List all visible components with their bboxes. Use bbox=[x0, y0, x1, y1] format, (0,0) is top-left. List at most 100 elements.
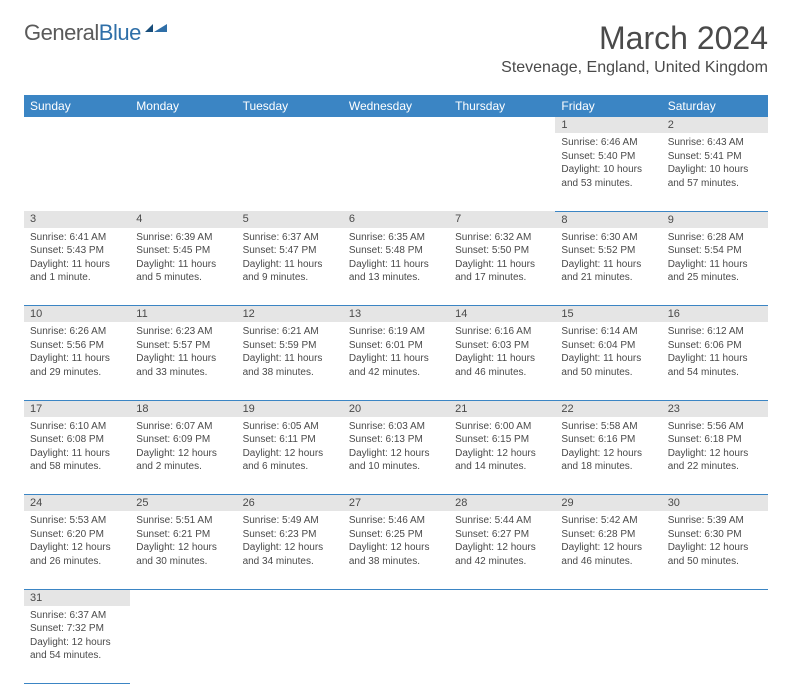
day-number-cell bbox=[237, 589, 343, 606]
day-data-cell: Sunrise: 6:37 AMSunset: 7:32 PMDaylight:… bbox=[24, 606, 130, 684]
day-number-cell: 27 bbox=[343, 495, 449, 512]
day-data: Sunrise: 6:03 AMSunset: 6:13 PMDaylight:… bbox=[343, 417, 449, 478]
day-number-cell bbox=[343, 117, 449, 133]
day-data-cell: Sunrise: 6:07 AMSunset: 6:09 PMDaylight:… bbox=[130, 417, 236, 495]
day-data: Sunrise: 6:07 AMSunset: 6:09 PMDaylight:… bbox=[130, 417, 236, 478]
day-data-cell bbox=[449, 606, 555, 684]
day-number-cell: 14 bbox=[449, 306, 555, 323]
day-number-row: 10111213141516 bbox=[24, 306, 768, 323]
weekday-header: Friday bbox=[555, 95, 661, 117]
day-number-cell: 28 bbox=[449, 495, 555, 512]
day-data: Sunrise: 5:46 AMSunset: 6:25 PMDaylight:… bbox=[343, 511, 449, 572]
day-data-cell: Sunrise: 6:41 AMSunset: 5:43 PMDaylight:… bbox=[24, 228, 130, 306]
day-number-cell: 10 bbox=[24, 306, 130, 323]
day-number-cell: 31 bbox=[24, 589, 130, 606]
day-data: Sunrise: 5:44 AMSunset: 6:27 PMDaylight:… bbox=[449, 511, 555, 572]
weekday-header: Wednesday bbox=[343, 95, 449, 117]
day-data-cell bbox=[449, 133, 555, 211]
calendar-body: 12Sunrise: 6:46 AMSunset: 5:40 PMDayligh… bbox=[24, 117, 768, 684]
day-data: Sunrise: 6:05 AMSunset: 6:11 PMDaylight:… bbox=[237, 417, 343, 478]
day-number-cell: 9 bbox=[662, 211, 768, 228]
day-data: Sunrise: 5:58 AMSunset: 6:16 PMDaylight:… bbox=[555, 417, 661, 478]
day-data: Sunrise: 6:32 AMSunset: 5:50 PMDaylight:… bbox=[449, 228, 555, 289]
day-data-cell bbox=[343, 606, 449, 684]
day-data-cell: Sunrise: 6:14 AMSunset: 6:04 PMDaylight:… bbox=[555, 322, 661, 400]
day-data: Sunrise: 5:51 AMSunset: 6:21 PMDaylight:… bbox=[130, 511, 236, 572]
day-data: Sunrise: 6:26 AMSunset: 5:56 PMDaylight:… bbox=[24, 322, 130, 383]
day-data-cell: Sunrise: 6:00 AMSunset: 6:15 PMDaylight:… bbox=[449, 417, 555, 495]
day-number-cell bbox=[343, 589, 449, 606]
day-data: Sunrise: 6:37 AMSunset: 7:32 PMDaylight:… bbox=[24, 606, 130, 667]
day-data: Sunrise: 6:14 AMSunset: 6:04 PMDaylight:… bbox=[555, 322, 661, 383]
day-number-cell bbox=[130, 117, 236, 133]
day-data: Sunrise: 6:28 AMSunset: 5:54 PMDaylight:… bbox=[662, 228, 768, 289]
day-number-cell: 25 bbox=[130, 495, 236, 512]
day-data-row: Sunrise: 6:10 AMSunset: 6:08 PMDaylight:… bbox=[24, 417, 768, 495]
day-data-cell: Sunrise: 6:43 AMSunset: 5:41 PMDaylight:… bbox=[662, 133, 768, 211]
day-number-cell: 30 bbox=[662, 495, 768, 512]
day-data-cell bbox=[24, 133, 130, 211]
day-data-cell: Sunrise: 6:35 AMSunset: 5:48 PMDaylight:… bbox=[343, 228, 449, 306]
day-data-cell: Sunrise: 6:46 AMSunset: 5:40 PMDaylight:… bbox=[555, 133, 661, 211]
day-data-cell: Sunrise: 6:12 AMSunset: 6:06 PMDaylight:… bbox=[662, 322, 768, 400]
day-data-row: Sunrise: 6:26 AMSunset: 5:56 PMDaylight:… bbox=[24, 322, 768, 400]
weekday-header: Monday bbox=[130, 95, 236, 117]
day-data-cell bbox=[237, 606, 343, 684]
day-data: Sunrise: 5:42 AMSunset: 6:28 PMDaylight:… bbox=[555, 511, 661, 572]
day-data-cell: Sunrise: 5:58 AMSunset: 6:16 PMDaylight:… bbox=[555, 417, 661, 495]
day-data: Sunrise: 6:10 AMSunset: 6:08 PMDaylight:… bbox=[24, 417, 130, 478]
day-data-cell: Sunrise: 6:19 AMSunset: 6:01 PMDaylight:… bbox=[343, 322, 449, 400]
day-data-cell: Sunrise: 5:44 AMSunset: 6:27 PMDaylight:… bbox=[449, 511, 555, 589]
logo-text-blue: Blue bbox=[99, 20, 141, 46]
day-number-cell: 7 bbox=[449, 211, 555, 228]
day-data: Sunrise: 6:43 AMSunset: 5:41 PMDaylight:… bbox=[662, 133, 768, 194]
day-data-cell: Sunrise: 6:16 AMSunset: 6:03 PMDaylight:… bbox=[449, 322, 555, 400]
logo-text-general: General bbox=[24, 20, 99, 46]
day-data-cell: Sunrise: 6:30 AMSunset: 5:52 PMDaylight:… bbox=[555, 228, 661, 306]
day-number-cell: 18 bbox=[130, 400, 236, 417]
flag-icon bbox=[145, 20, 171, 46]
day-number-row: 31 bbox=[24, 589, 768, 606]
title-block: March 2024 Stevenage, England, United Ki… bbox=[501, 20, 768, 77]
day-data-cell: Sunrise: 5:56 AMSunset: 6:18 PMDaylight:… bbox=[662, 417, 768, 495]
day-data-row: Sunrise: 5:53 AMSunset: 6:20 PMDaylight:… bbox=[24, 511, 768, 589]
day-number-cell bbox=[24, 117, 130, 133]
day-number-cell: 13 bbox=[343, 306, 449, 323]
day-number-cell: 21 bbox=[449, 400, 555, 417]
day-data: Sunrise: 6:37 AMSunset: 5:47 PMDaylight:… bbox=[237, 228, 343, 289]
day-data-cell bbox=[343, 133, 449, 211]
day-data-cell bbox=[237, 133, 343, 211]
day-number-cell: 6 bbox=[343, 211, 449, 228]
day-number-row: 3456789 bbox=[24, 211, 768, 228]
day-data: Sunrise: 5:39 AMSunset: 6:30 PMDaylight:… bbox=[662, 511, 768, 572]
day-data: Sunrise: 5:53 AMSunset: 6:20 PMDaylight:… bbox=[24, 511, 130, 572]
day-data: Sunrise: 6:12 AMSunset: 6:06 PMDaylight:… bbox=[662, 322, 768, 383]
day-data-row: Sunrise: 6:41 AMSunset: 5:43 PMDaylight:… bbox=[24, 228, 768, 306]
day-data-cell bbox=[130, 606, 236, 684]
day-data-cell: Sunrise: 6:23 AMSunset: 5:57 PMDaylight:… bbox=[130, 322, 236, 400]
weekday-header: Tuesday bbox=[237, 95, 343, 117]
day-data-cell: Sunrise: 6:05 AMSunset: 6:11 PMDaylight:… bbox=[237, 417, 343, 495]
day-number-cell bbox=[555, 589, 661, 606]
day-data-cell: Sunrise: 6:39 AMSunset: 5:45 PMDaylight:… bbox=[130, 228, 236, 306]
day-data-cell: Sunrise: 6:21 AMSunset: 5:59 PMDaylight:… bbox=[237, 322, 343, 400]
day-number-cell: 19 bbox=[237, 400, 343, 417]
day-number-row: 12 bbox=[24, 117, 768, 133]
day-number-cell: 3 bbox=[24, 211, 130, 228]
day-data: Sunrise: 6:21 AMSunset: 5:59 PMDaylight:… bbox=[237, 322, 343, 383]
day-data: Sunrise: 6:23 AMSunset: 5:57 PMDaylight:… bbox=[130, 322, 236, 383]
day-data-cell: Sunrise: 5:51 AMSunset: 6:21 PMDaylight:… bbox=[130, 511, 236, 589]
day-data-cell: Sunrise: 5:42 AMSunset: 6:28 PMDaylight:… bbox=[555, 511, 661, 589]
day-number-cell: 17 bbox=[24, 400, 130, 417]
day-number-cell bbox=[449, 117, 555, 133]
day-data-row: Sunrise: 6:46 AMSunset: 5:40 PMDaylight:… bbox=[24, 133, 768, 211]
location: Stevenage, England, United Kingdom bbox=[501, 59, 768, 77]
day-number-cell: 11 bbox=[130, 306, 236, 323]
weekday-header: Saturday bbox=[662, 95, 768, 117]
day-number-cell: 12 bbox=[237, 306, 343, 323]
day-data: Sunrise: 6:16 AMSunset: 6:03 PMDaylight:… bbox=[449, 322, 555, 383]
day-number-cell: 4 bbox=[130, 211, 236, 228]
logo: GeneralBlue bbox=[24, 20, 171, 46]
day-number-cell bbox=[130, 589, 236, 606]
day-data-cell: Sunrise: 5:39 AMSunset: 6:30 PMDaylight:… bbox=[662, 511, 768, 589]
